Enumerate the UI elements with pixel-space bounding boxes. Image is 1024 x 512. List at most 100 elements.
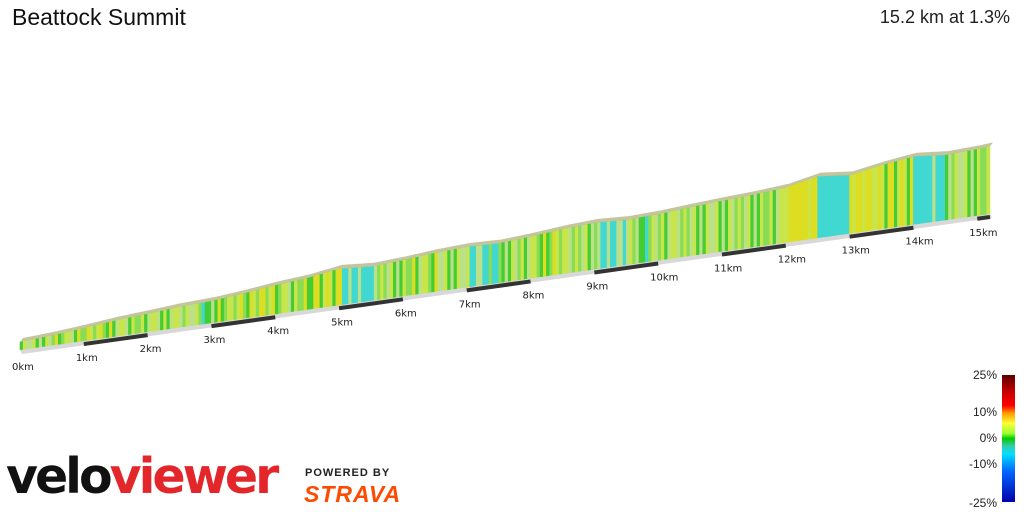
profile-top-face xyxy=(275,280,282,286)
profile-top-face xyxy=(721,196,729,201)
profile-slice xyxy=(57,333,62,345)
profile-top-face xyxy=(667,207,674,213)
profile-slice xyxy=(922,155,927,224)
profile-slice xyxy=(785,186,790,243)
profile-top-face xyxy=(581,220,588,226)
veloviewer-logo[interactable]: veloviewer xyxy=(6,452,279,501)
profile-top-face xyxy=(616,216,623,221)
profile-slice xyxy=(578,225,582,273)
profile-top-face xyxy=(176,302,183,308)
profile-slice xyxy=(744,195,748,249)
profile-slice xyxy=(456,247,461,290)
profile-top-face xyxy=(476,241,483,246)
profile-top-face xyxy=(26,336,33,341)
profile-slice xyxy=(960,151,965,219)
profile-slice xyxy=(475,245,480,287)
profile-top-face xyxy=(166,304,173,310)
profile-slice xyxy=(967,150,972,218)
profile-top-face xyxy=(594,218,601,223)
profile-slice xyxy=(364,266,369,303)
profile-slice xyxy=(86,326,91,341)
profile-top-face xyxy=(891,157,898,163)
profile-slice xyxy=(667,211,672,260)
profile-slice xyxy=(724,199,729,252)
profile-slice xyxy=(38,337,43,348)
profile-top-face xyxy=(804,175,812,182)
profile-slice xyxy=(887,162,892,229)
profile-slice xyxy=(517,238,522,281)
profile-slice xyxy=(67,330,72,344)
profile-slice xyxy=(986,146,991,215)
profile-slice xyxy=(204,301,209,325)
profile-top-face xyxy=(878,161,885,167)
profile-slice xyxy=(491,243,496,285)
profile-top-face xyxy=(887,158,895,164)
profile-top-face xyxy=(431,249,438,254)
profile-slice xyxy=(731,198,736,251)
profile-top-face xyxy=(683,204,690,209)
profile-slice xyxy=(160,309,164,331)
profile-slice xyxy=(692,205,697,256)
profile-top-face xyxy=(252,286,260,292)
profile-top-face xyxy=(45,332,52,337)
profile-slice xyxy=(412,257,416,296)
profile-top-face xyxy=(907,153,914,159)
profile-top-face xyxy=(572,222,579,228)
profile-slice xyxy=(77,328,81,343)
profile-top-face xyxy=(160,306,167,312)
scale-label-0: 0% xyxy=(979,431,997,445)
profile-slice xyxy=(243,292,247,320)
profile-top-face xyxy=(393,257,400,263)
profile-slice xyxy=(935,155,940,222)
elevation-profile-chart: 0km 1km 2km 3km 4km 5km 6km 7km 8km 9km 10km 11km 12… xyxy=(12,142,998,373)
profile-top-face xyxy=(795,179,802,185)
profile-slice xyxy=(976,148,981,217)
profile-slice xyxy=(823,175,828,238)
profile-slice xyxy=(801,180,806,241)
profile-slice xyxy=(297,279,302,312)
profile-top-face xyxy=(243,288,250,294)
profile-slice xyxy=(728,198,732,252)
km-tick-label: 6km xyxy=(395,308,417,319)
profile-top-face xyxy=(233,291,240,296)
profile-slice xyxy=(479,244,483,286)
logo-part-velo: velo xyxy=(6,448,113,505)
profile-top-face xyxy=(313,271,320,277)
profile-top-face xyxy=(833,171,840,176)
profile-slice xyxy=(431,252,436,293)
profile-slice xyxy=(533,234,538,279)
profile-top-face xyxy=(192,299,199,305)
profile-top-face xyxy=(55,330,62,335)
strava-logo[interactable]: STRAVA xyxy=(304,481,402,507)
profile-slice xyxy=(683,207,688,258)
profile-top-face xyxy=(546,228,553,234)
profile-slice xyxy=(332,269,337,307)
profile-slice xyxy=(453,248,458,290)
profile-slice xyxy=(661,212,665,261)
profile-top-face xyxy=(900,155,907,161)
profile-top-face xyxy=(776,185,783,190)
km-tick-label: 5km xyxy=(331,317,353,328)
profile-top-face xyxy=(757,189,764,195)
profile-top-face xyxy=(489,240,496,245)
profile-slice xyxy=(329,270,333,307)
km-segment-marker xyxy=(466,279,531,293)
profile-top-face xyxy=(626,215,633,221)
profile-slice xyxy=(370,265,375,302)
profile-top-face xyxy=(437,247,445,253)
profile-slice xyxy=(814,176,818,239)
profile-slice xyxy=(893,160,898,228)
profile-slice xyxy=(625,219,630,266)
profile-top-face xyxy=(227,292,234,298)
profile-top-face xyxy=(846,171,853,176)
profile-slice xyxy=(753,193,758,248)
profile-slice xyxy=(546,231,550,277)
profile-top-face xyxy=(954,148,962,154)
profile-top-face xyxy=(221,294,228,299)
profile-top-face xyxy=(169,304,177,309)
profile-top-face xyxy=(961,147,968,153)
profile-top-face xyxy=(543,229,550,234)
profile-slice xyxy=(207,300,212,324)
profile-slice xyxy=(217,298,222,323)
profile-top-face xyxy=(600,218,607,223)
